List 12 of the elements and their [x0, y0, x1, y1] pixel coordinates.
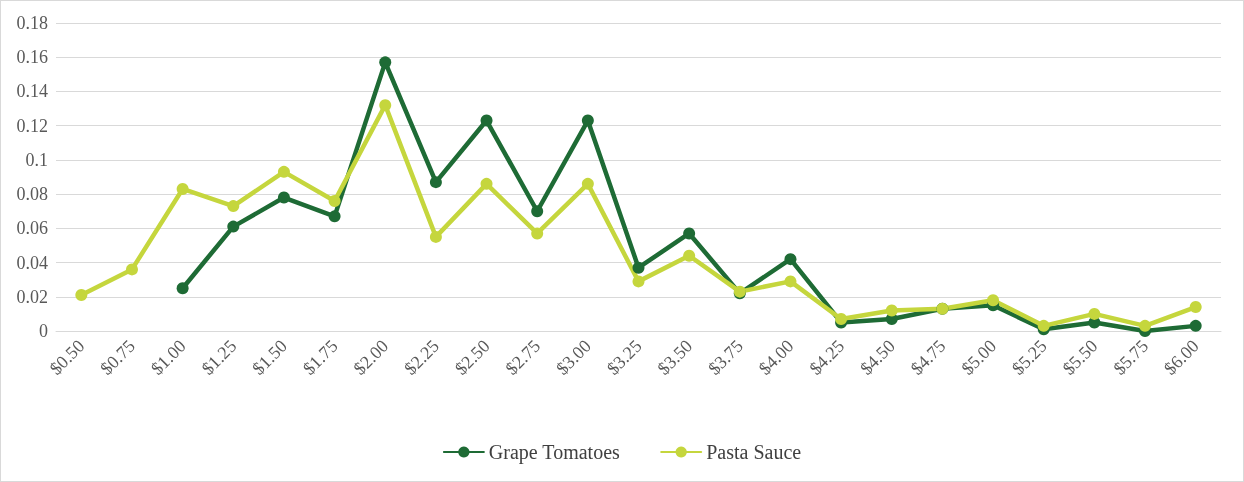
y-tick-label: 0.12: [16, 115, 48, 136]
legend-label: Grape Tomatoes: [488, 441, 621, 464]
y-tick-label: 0.14: [16, 81, 48, 102]
y-tick-label: 0.18: [16, 13, 48, 33]
legend-label: Pasta Sauce: [706, 441, 802, 463]
y-tick-label: 0.04: [16, 252, 48, 273]
y-tick-label: 0.02: [16, 286, 48, 307]
y-tick-label: 0.1: [25, 149, 48, 170]
y-tick-label: 0.16: [16, 47, 48, 68]
y-tick-label: 0.06: [16, 218, 48, 239]
y-tick-label: 0: [39, 321, 48, 341]
y-tick-label: 0.08: [16, 184, 48, 205]
